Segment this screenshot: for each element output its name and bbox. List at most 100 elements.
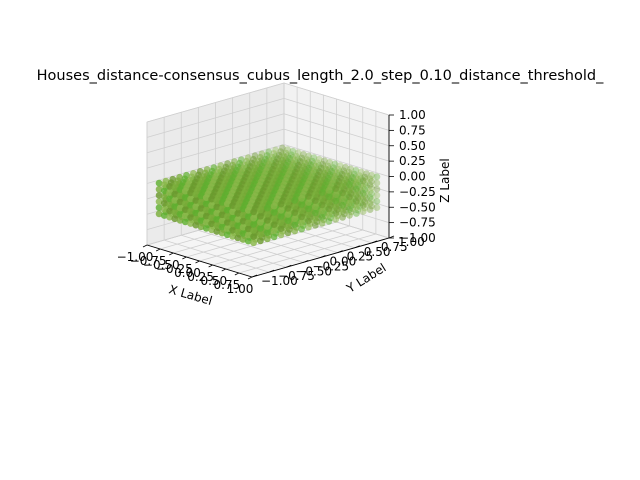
data-point xyxy=(258,150,266,158)
data-point xyxy=(263,210,271,218)
y-tick-label: −0.75 xyxy=(278,269,315,283)
data-point xyxy=(308,164,316,171)
data-point xyxy=(213,228,221,235)
data-point xyxy=(187,213,195,221)
data-point xyxy=(359,201,367,209)
data-point xyxy=(311,215,319,223)
data-point xyxy=(274,155,281,163)
data-point xyxy=(181,200,189,207)
data-point xyxy=(263,217,271,224)
data-point xyxy=(373,179,381,187)
data-point xyxy=(333,169,341,177)
data-point xyxy=(352,173,360,181)
data-point xyxy=(234,203,242,211)
data-point xyxy=(335,165,342,173)
data-point xyxy=(346,199,353,207)
data-point xyxy=(298,201,305,208)
data-point xyxy=(187,201,195,209)
data-point xyxy=(314,159,321,167)
data-point xyxy=(346,187,353,195)
data-point xyxy=(239,236,247,243)
data-point xyxy=(223,212,231,220)
data-point xyxy=(239,211,247,219)
data-point xyxy=(275,157,283,165)
data-point xyxy=(263,229,271,237)
data-point xyxy=(202,206,210,214)
grid-line xyxy=(283,144,390,177)
data-point xyxy=(361,204,369,212)
z-tick-label: 1.00 xyxy=(399,108,426,122)
data-point xyxy=(270,215,278,222)
x-tick xyxy=(195,260,200,264)
data-point xyxy=(270,156,278,164)
data-point xyxy=(347,202,355,210)
data-point xyxy=(277,231,285,239)
data-point xyxy=(357,199,365,207)
grid-line xyxy=(283,113,390,147)
data-point xyxy=(305,193,312,200)
data-point xyxy=(310,160,318,168)
data-point xyxy=(350,195,358,203)
data-point xyxy=(336,168,344,176)
y-tick xyxy=(320,255,326,258)
data-point xyxy=(373,185,381,193)
y-tick-label: 1.00 xyxy=(398,235,425,249)
data-point xyxy=(269,153,276,161)
data-point xyxy=(350,189,358,196)
data-point xyxy=(305,152,312,160)
data-point xyxy=(332,203,340,211)
data-point xyxy=(302,165,309,173)
data-point xyxy=(293,153,300,160)
data-point xyxy=(300,163,308,171)
data-point xyxy=(166,213,174,221)
data-point xyxy=(250,220,257,228)
data-point xyxy=(197,204,205,212)
data-point xyxy=(218,211,226,219)
data-point xyxy=(277,206,285,214)
data-point xyxy=(350,201,358,209)
x-tick xyxy=(155,248,161,252)
data-point xyxy=(323,166,330,173)
data-point xyxy=(277,148,285,156)
data-point xyxy=(192,221,200,229)
data-point xyxy=(181,193,189,201)
data-point xyxy=(298,225,305,233)
x-tick-label: 0.00 xyxy=(174,266,201,280)
y-tick xyxy=(371,240,378,244)
data-point xyxy=(286,161,294,168)
data-point xyxy=(250,208,257,216)
y-tick-label: −0.25 xyxy=(312,259,349,273)
data-point xyxy=(202,224,210,232)
data-point xyxy=(213,203,221,211)
data-point xyxy=(354,175,362,183)
data-point xyxy=(294,155,302,163)
data-point xyxy=(284,223,292,231)
data-point xyxy=(160,193,168,201)
data-point xyxy=(347,196,354,204)
data-point xyxy=(272,152,279,160)
data-point xyxy=(342,176,350,183)
data-point xyxy=(176,192,184,200)
data-point xyxy=(338,177,346,184)
z-tick-label: 0.00 xyxy=(399,170,426,184)
data-point xyxy=(366,206,374,214)
data-point xyxy=(270,150,278,157)
data-point xyxy=(329,170,337,178)
data-point xyxy=(366,193,374,201)
data-point xyxy=(356,196,363,204)
z-tick-label: −0.25 xyxy=(399,185,436,199)
data-point xyxy=(308,157,316,165)
data-point xyxy=(354,188,362,195)
data-point xyxy=(339,207,346,215)
data-point xyxy=(335,172,342,179)
data-point xyxy=(300,151,307,158)
grid-line xyxy=(283,82,390,116)
data-point xyxy=(352,197,360,205)
data-point xyxy=(305,164,312,172)
data-point xyxy=(284,211,292,218)
data-point xyxy=(353,185,360,193)
data-point xyxy=(197,211,205,218)
data-point xyxy=(171,203,179,210)
data-point xyxy=(244,237,252,245)
x-tick xyxy=(234,272,240,276)
